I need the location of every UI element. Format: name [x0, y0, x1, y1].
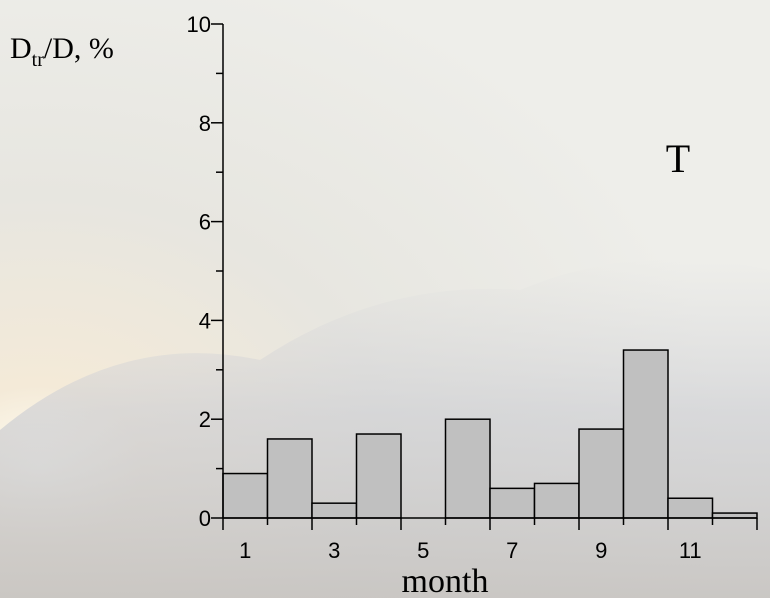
x-tick-label: 3 [328, 538, 340, 563]
x-tick-label: 7 [506, 538, 518, 563]
x-tick-label: 1 [239, 538, 251, 563]
bar [489, 487, 536, 519]
x-tick-label: 11 [679, 538, 702, 563]
x-tick-label: 5 [417, 538, 429, 563]
y-label-main: D [10, 32, 32, 65]
annotation: T [666, 136, 690, 181]
bar [622, 349, 669, 519]
bar [222, 472, 269, 519]
y-label-sub: tr [32, 49, 45, 71]
y-tick-label: 8 [199, 111, 211, 136]
y-tick-label: 2 [199, 407, 211, 432]
y-axis-label: Dtr/D, % [10, 32, 114, 71]
x-tick-label: 9 [595, 538, 607, 563]
y-tick-label: 4 [199, 308, 211, 333]
bar [355, 433, 402, 519]
y-tick-label: 6 [199, 210, 211, 235]
bar [444, 418, 491, 519]
bar [667, 497, 714, 519]
bar [533, 482, 580, 519]
y-tick-label: 10 [187, 12, 211, 37]
y-tick-label: 0 [199, 506, 211, 531]
bar [266, 438, 313, 519]
bar [578, 428, 625, 519]
y-label-rest: /D, % [44, 32, 114, 65]
x-axis-label: month [402, 563, 489, 598]
bar [311, 502, 358, 519]
